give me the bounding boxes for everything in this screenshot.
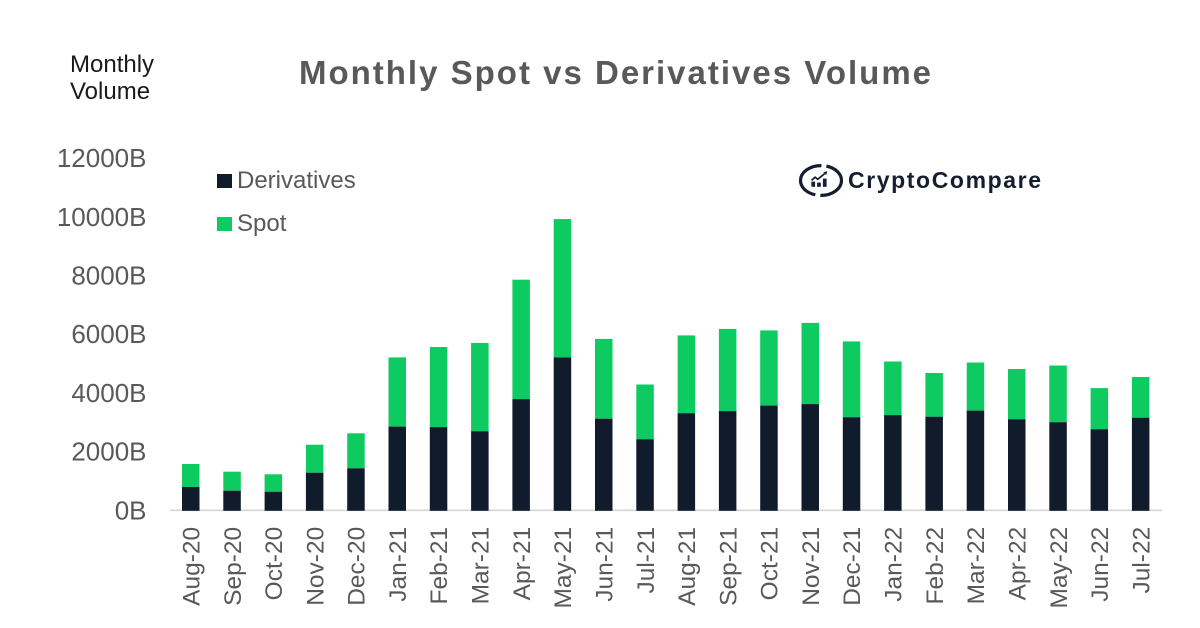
svg-text:Dec-20: Dec-20 (344, 527, 371, 606)
svg-text:Nov-20: Nov-20 (302, 527, 329, 606)
svg-text:Jun-21: Jun-21 (592, 527, 619, 602)
svg-text:May-21: May-21 (550, 527, 577, 609)
svg-text:4000B: 4000B (71, 378, 146, 408)
svg-text:6000B: 6000B (71, 319, 146, 349)
svg-text:Jan-21: Jan-21 (385, 527, 412, 602)
svg-text:Jan-22: Jan-22 (881, 527, 908, 602)
svg-text:Jun-22: Jun-22 (1087, 527, 1114, 602)
svg-text:Mar-21: Mar-21 (468, 527, 495, 605)
svg-text:Aug-21: Aug-21 (674, 527, 701, 606)
svg-text:Feb-22: Feb-22 (922, 527, 949, 605)
svg-text:Oct-20: Oct-20 (261, 527, 288, 601)
svg-text:Jul-22: Jul-22 (1128, 527, 1155, 594)
svg-text:Apr-22: Apr-22 (1005, 527, 1032, 601)
svg-text:0B: 0B (115, 495, 147, 525)
svg-text:Apr-21: Apr-21 (509, 527, 536, 601)
svg-text:Mar-22: Mar-22 (963, 527, 990, 605)
svg-text:Oct-21: Oct-21 (757, 527, 784, 601)
svg-text:8000B: 8000B (71, 261, 146, 291)
svg-text:Sep-20: Sep-20 (220, 527, 247, 606)
svg-text:Sep-21: Sep-21 (715, 527, 742, 606)
svg-text:Jul-21: Jul-21 (633, 527, 660, 594)
svg-text:May-22: May-22 (1046, 527, 1073, 609)
svg-text:Feb-21: Feb-21 (426, 527, 453, 605)
svg-text:12000B: 12000B (57, 143, 147, 173)
svg-text:Dec-21: Dec-21 (839, 527, 866, 606)
svg-text:10000B: 10000B (57, 202, 147, 232)
svg-text:Nov-21: Nov-21 (798, 527, 825, 606)
svg-text:Aug-20: Aug-20 (178, 527, 205, 606)
svg-text:2000B: 2000B (71, 437, 146, 467)
